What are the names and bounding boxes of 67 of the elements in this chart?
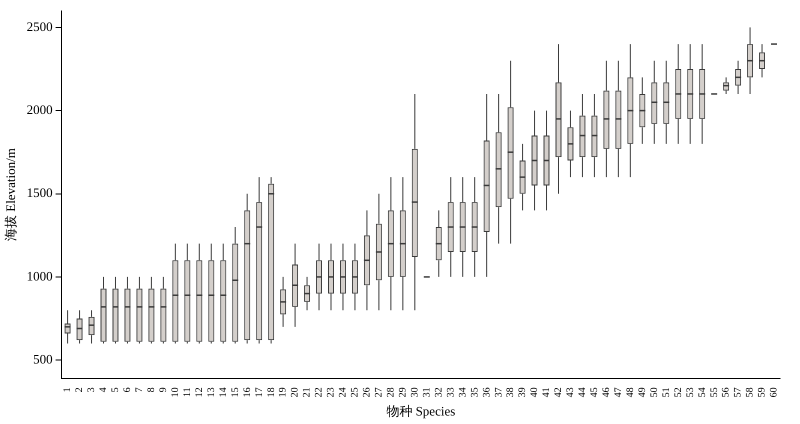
x-tick-label: 32 (433, 387, 444, 398)
x-tick-label: 38 (505, 387, 516, 398)
x-tick-label: 56 (720, 387, 732, 398)
y-tick-label: 2500 (26, 18, 53, 34)
y-axis-title: 海拔 Elevation/m (3, 148, 18, 241)
x-tick-label: 43 (565, 387, 576, 398)
x-tick-label: 51 (660, 387, 672, 398)
x-tick-label: 1 (62, 387, 74, 392)
x-tick-label: 36 (481, 387, 492, 398)
x-tick-label: 21 (302, 387, 313, 398)
x-tick-label: 46 (601, 387, 612, 398)
x-tick-label: 34 (457, 387, 468, 398)
y-tick-label: 2000 (26, 102, 53, 118)
x-tick-label: 4 (98, 387, 110, 392)
x-tick-label: 53 (684, 387, 696, 398)
y-tick-label: 1500 (26, 185, 53, 200)
x-tick-label: 30 (409, 387, 420, 398)
x-tick-label: 27 (374, 387, 385, 398)
x-tick-label: 24 (338, 387, 349, 398)
x-tick-label: 29 (397, 387, 408, 398)
x-tick-label: 52 (672, 387, 684, 398)
x-tick-label: 6 (122, 387, 134, 392)
x-tick-label: 47 (612, 387, 624, 398)
x-tick-label: 7 (134, 387, 146, 392)
x-tick-label: 26 (362, 387, 373, 398)
x-tick-label: 18 (266, 387, 277, 398)
x-tick-label: 60 (768, 387, 780, 398)
x-tick-label: 59 (756, 387, 768, 398)
x-tick-label: 23 (326, 387, 337, 398)
x-tick-label: 8 (146, 387, 158, 392)
x-tick-label: 54 (696, 387, 708, 398)
x-tick-label: 39 (517, 387, 528, 398)
x-tick-label: 49 (636, 387, 648, 398)
x-tick-label: 44 (577, 387, 588, 398)
x-tick-label: 25 (350, 387, 361, 398)
x-tick-label: 10 (170, 387, 181, 398)
x-tick-label: 9 (158, 387, 169, 392)
x-tick-label: 15 (230, 387, 241, 398)
x-tick-label: 40 (529, 387, 540, 398)
x-tick-label: 17 (254, 387, 265, 398)
y-tick-label: 500 (33, 352, 53, 367)
x-tick-label: 2 (74, 387, 86, 392)
x-tick-label: 41 (541, 387, 552, 398)
x-axis-title: 物种 Species (386, 404, 456, 419)
x-tick-label: 58 (744, 387, 756, 398)
x-tick-label: 42 (553, 387, 564, 398)
x-tick-label: 20 (290, 387, 301, 398)
x-tick-label: 37 (493, 387, 504, 398)
x-tick-label: 48 (624, 387, 636, 398)
x-tick-label: 5 (110, 387, 122, 392)
x-tick-label: 22 (314, 387, 325, 398)
x-tick-label: 57 (732, 387, 744, 398)
x-tick-label: 35 (469, 387, 480, 398)
x-tick-label: 31 (421, 387, 432, 398)
x-tick-label: 14 (218, 387, 229, 398)
x-tick-label: 19 (278, 387, 289, 398)
x-tick-label: 13 (206, 387, 217, 398)
x-tick-label: 33 (445, 387, 456, 398)
x-tick-label: 16 (242, 387, 253, 398)
x-tick-label: 12 (194, 387, 205, 398)
x-tick-label: 45 (589, 387, 600, 398)
x-tick-label: 55 (708, 387, 720, 398)
x-tick-label: 3 (86, 387, 98, 392)
x-tick-label: 50 (648, 387, 660, 398)
x-tick-label: 11 (182, 387, 193, 398)
y-tick-label: 1000 (26, 268, 53, 284)
x-tick-label: 28 (385, 387, 396, 398)
